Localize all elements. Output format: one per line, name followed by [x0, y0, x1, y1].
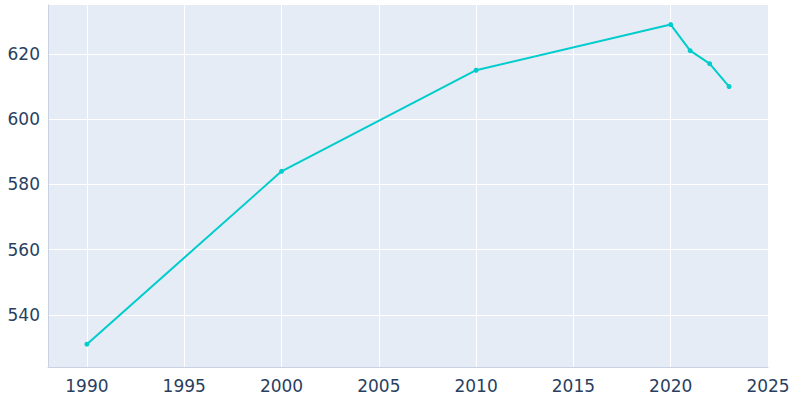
- svg-text:2010: 2010: [454, 376, 497, 396]
- svg-text:540: 540: [8, 305, 40, 325]
- svg-text:2015: 2015: [552, 376, 595, 396]
- svg-text:580: 580: [8, 174, 40, 194]
- svg-text:2005: 2005: [357, 376, 400, 396]
- svg-text:2025: 2025: [746, 376, 789, 396]
- svg-text:620: 620: [8, 44, 40, 64]
- svg-text:600: 600: [8, 109, 40, 129]
- svg-text:1995: 1995: [163, 376, 206, 396]
- svg-text:560: 560: [8, 240, 40, 260]
- svg-text:2020: 2020: [649, 376, 692, 396]
- svg-text:2000: 2000: [260, 376, 303, 396]
- svg-text:1990: 1990: [65, 376, 108, 396]
